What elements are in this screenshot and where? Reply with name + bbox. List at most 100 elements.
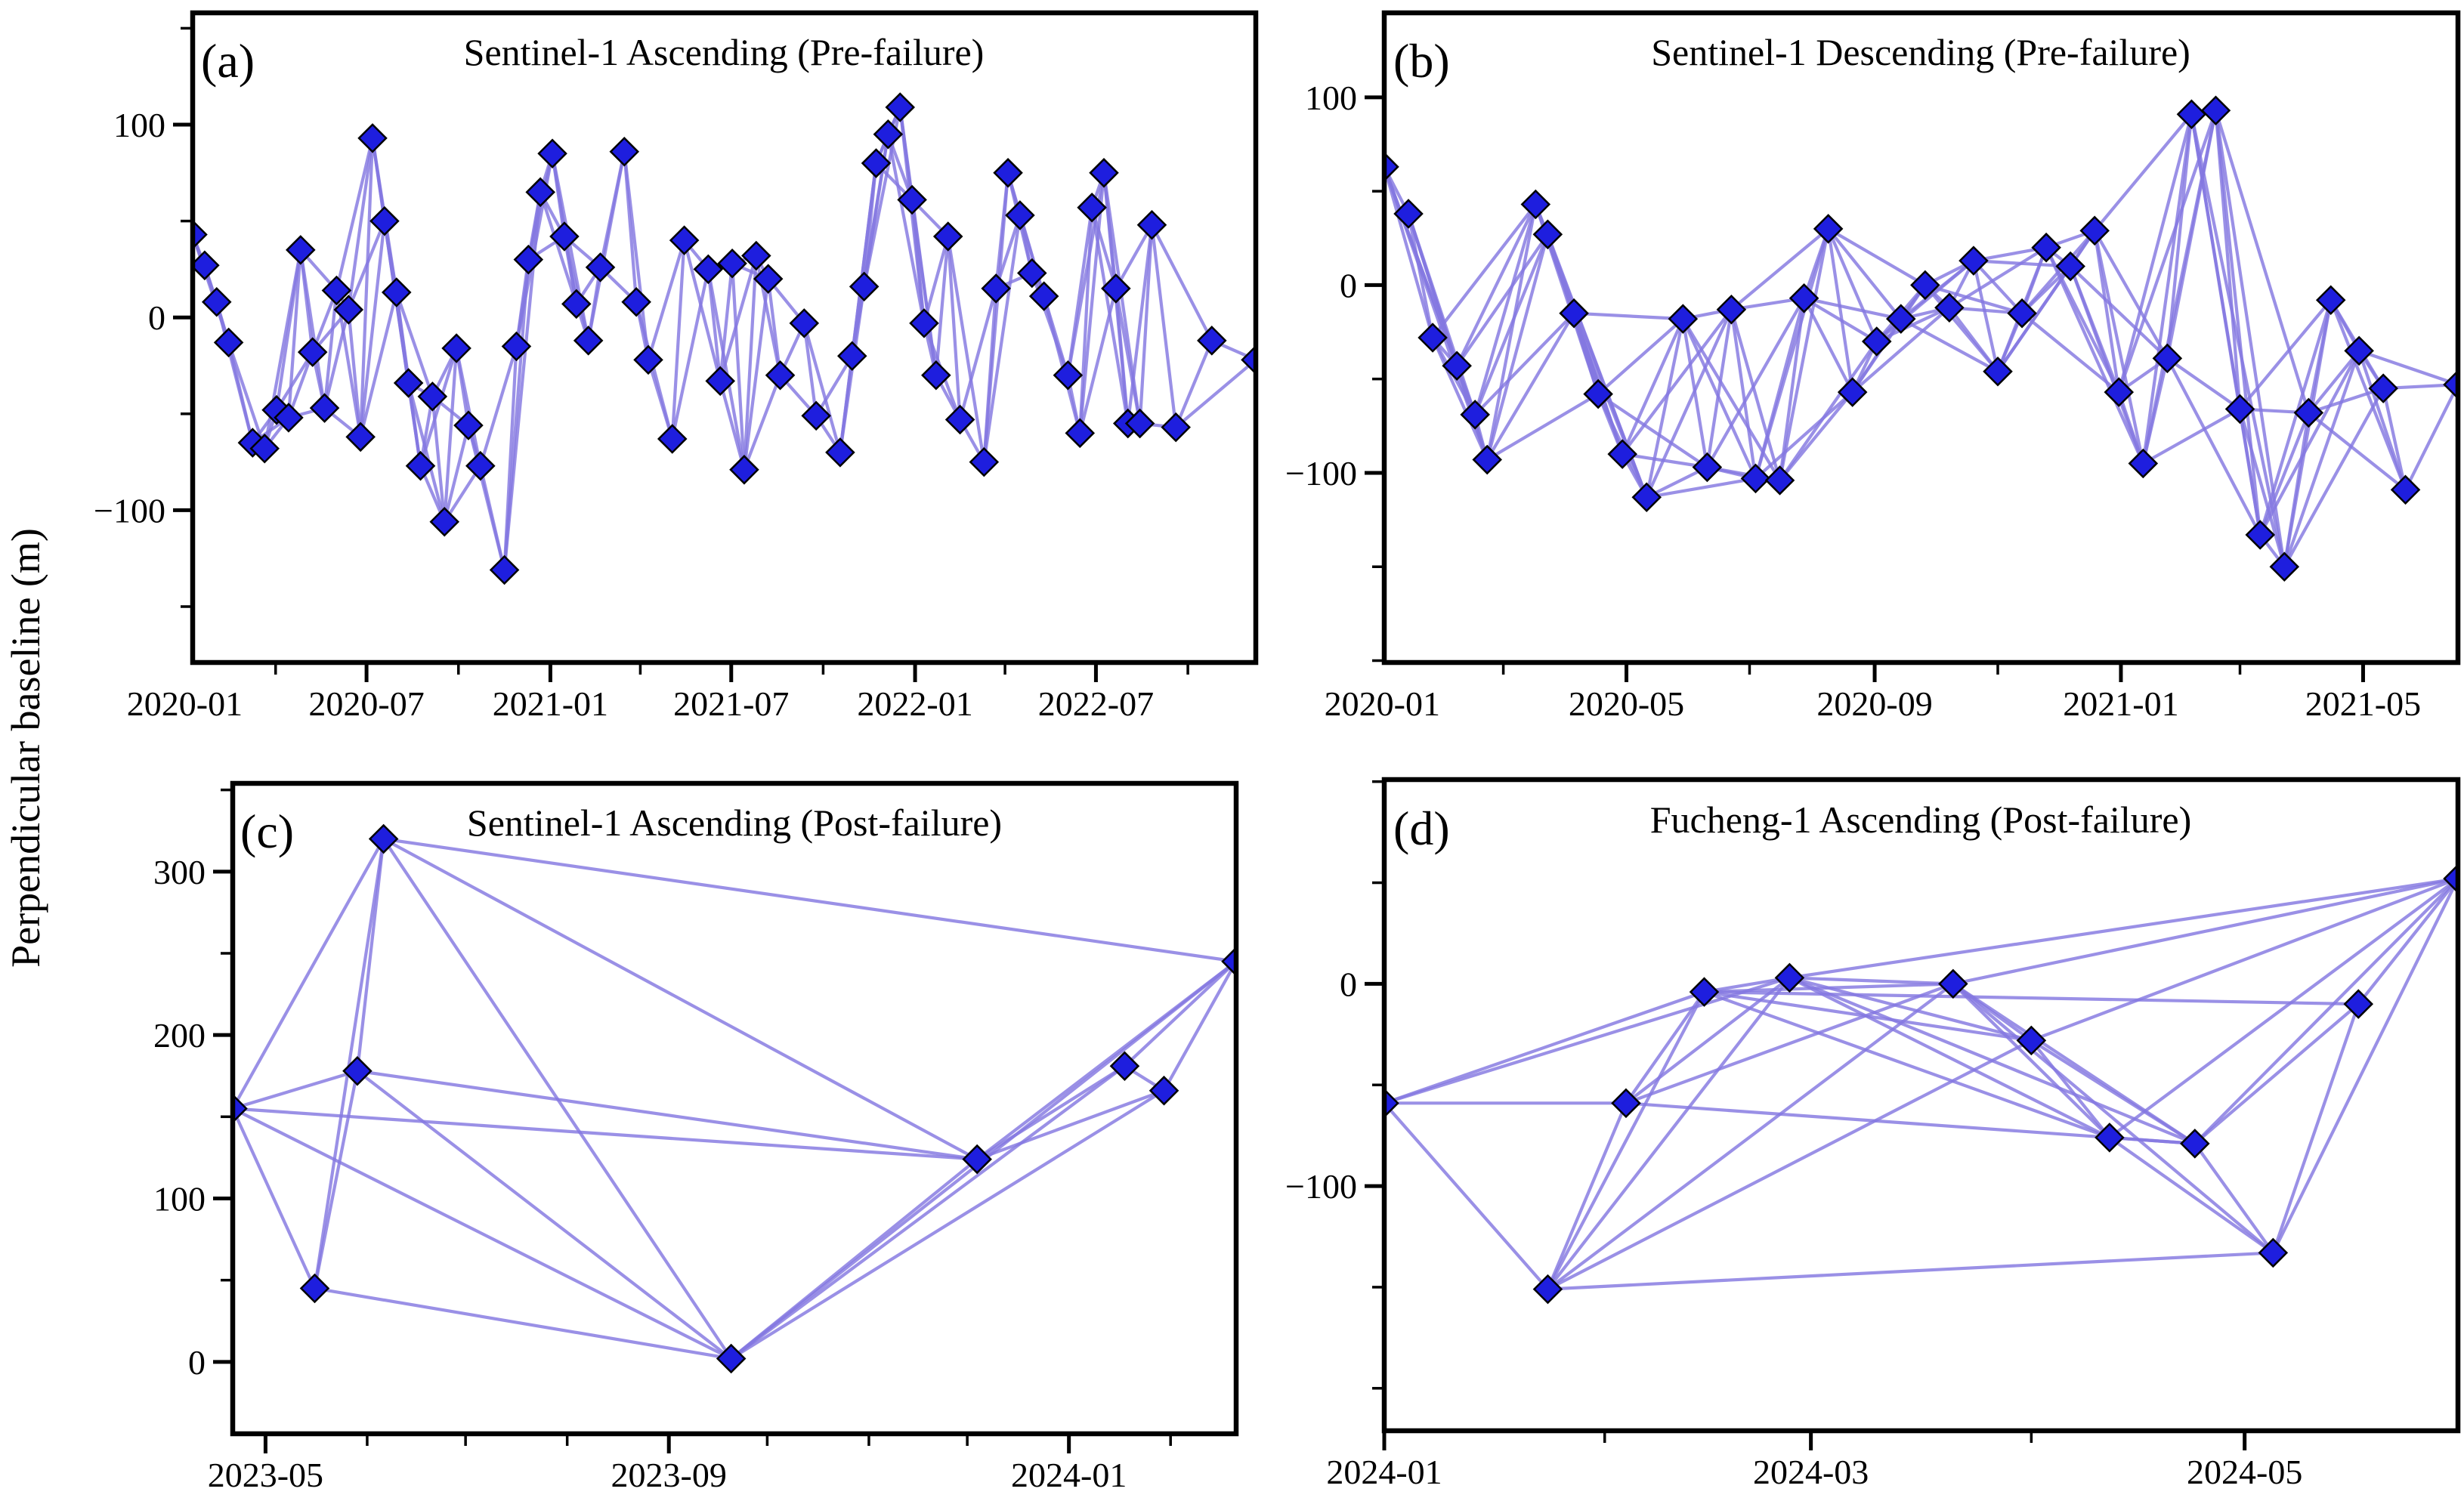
baseline-edge	[2190, 113, 2286, 569]
x-tick-label: 2023-05	[208, 1456, 323, 1494]
baseline-edge	[2357, 877, 2458, 1006]
baseline-edge	[682, 239, 722, 383]
y-tick-label: 300	[153, 853, 206, 891]
baseline-edge	[2238, 407, 2286, 569]
baseline-edge	[946, 234, 986, 464]
baseline-edge	[1384, 165, 1435, 340]
acquisition-marker	[2315, 285, 2346, 316]
baseline-edge	[2020, 246, 2048, 315]
baseline-edge	[347, 136, 375, 312]
baseline-edge	[1473, 202, 1538, 417]
baseline-edge	[706, 267, 747, 471]
acquisition-marker	[549, 221, 580, 252]
baseline-edge	[1174, 338, 1213, 429]
acquisition-marker	[765, 360, 796, 391]
baseline-edge	[2093, 229, 2169, 360]
baseline-edge	[1624, 982, 1955, 1105]
acquisition-marker	[789, 308, 820, 338]
y-tick-label: −100	[1285, 454, 1357, 493]
acquisition-marker	[1983, 356, 2013, 387]
acquisition-marker	[1442, 351, 1472, 381]
acquisition-marker	[1053, 360, 1084, 391]
acquisition-marker	[1005, 200, 1035, 230]
acquisition-marker	[932, 221, 963, 252]
acquisition-marker	[741, 240, 771, 271]
baseline-edge	[598, 150, 626, 269]
baseline-edge	[2214, 109, 2311, 415]
baseline-edge	[1431, 335, 1489, 462]
acquisition-marker	[1837, 377, 1868, 407]
baseline-edge	[1850, 306, 1951, 394]
acquisition-marker	[342, 1055, 373, 1086]
acquisition-marker	[1910, 270, 1940, 301]
acquisition-marker	[1393, 199, 1424, 229]
acquisition-marker	[309, 393, 340, 423]
acquisition-marker	[286, 235, 316, 265]
acquisition-marker	[1077, 192, 1107, 223]
baseline-edge	[670, 267, 710, 441]
acquisition-marker	[1813, 214, 1844, 244]
acquisition-marker	[2368, 373, 2398, 403]
baseline-edge	[2329, 298, 2407, 492]
acquisition-marker	[873, 119, 904, 150]
acquisition-marker	[1788, 283, 1819, 313]
acquisition-marker	[2079, 215, 2110, 246]
baseline-edge	[994, 171, 1010, 291]
baseline-edge	[1546, 1039, 2033, 1291]
acquisition-marker	[1101, 273, 1131, 304]
baseline-edge	[1826, 227, 1878, 344]
acquisition-marker	[1460, 400, 1490, 430]
acquisition-marker	[1692, 452, 1723, 483]
acquisition-marker	[1938, 968, 1968, 999]
acquisition-marker	[1089, 158, 1119, 188]
acquisition-marker	[1689, 977, 1720, 1007]
baseline-edge	[802, 321, 818, 418]
acquisition-marker	[2344, 335, 2374, 366]
acquisition-marker	[716, 1343, 747, 1374]
baseline-edge	[1971, 258, 2024, 315]
x-tick-label: 2022-07	[1038, 684, 1154, 723]
baseline-edge	[2357, 349, 2458, 387]
acquisition-marker	[1532, 219, 1563, 250]
baseline-edge	[2404, 383, 2458, 492]
acquisition-marker	[981, 273, 1011, 304]
tick-labels: 2020-01 2020-07 2021-01 2021-07 2022-01 2022-…	[94, 106, 1154, 723]
baseline-edge	[1705, 296, 1806, 469]
y-axis-label: Perpendicular baseline (m)	[3, 528, 48, 968]
acquisition-marker	[1520, 189, 1551, 220]
baseline-edge	[2307, 411, 2407, 492]
axis-ticks	[1365, 95, 2365, 682]
baseline-edge	[623, 150, 651, 362]
acquisition-marker	[1774, 962, 1805, 993]
acquisition-marker	[717, 248, 747, 279]
acquisition-marker	[849, 271, 880, 302]
panel-a: 2020-01 2020-07 2021-01 2021-07 2022-01 2022-…	[94, 10, 1259, 723]
baseline-edge	[729, 1089, 1166, 1360]
acquisition-marker	[1532, 1274, 1563, 1305]
x-tick-label: 2023-09	[611, 1456, 727, 1494]
panel-d: 2024-01 2024-03 2024-05 0 −100	[1285, 777, 2461, 1491]
acquisition-marker	[2007, 298, 2037, 329]
baseline-edge	[1826, 227, 1854, 394]
baseline-edge	[1150, 223, 1178, 429]
baseline-edge	[2117, 113, 2193, 394]
acquisition-marker	[213, 327, 244, 358]
baseline-edge	[1705, 307, 1733, 469]
baseline-edge	[233, 1107, 317, 1290]
acquisition-marker	[2224, 394, 2255, 425]
baseline-edge	[719, 379, 747, 471]
acquisition-marker	[2245, 520, 2276, 550]
baseline-edge	[359, 136, 375, 439]
baseline-edge	[1406, 212, 1435, 340]
acquisition-marker	[962, 1144, 992, 1175]
baseline-edge	[335, 136, 375, 292]
acquisition-marker	[585, 252, 616, 283]
baseline-edge	[1114, 286, 1130, 425]
acquisition-marker	[1124, 408, 1155, 439]
y-tick-label: 200	[153, 1016, 206, 1055]
baseline-edge	[2107, 1135, 2197, 1145]
baseline-edge	[2045, 246, 2145, 465]
baseline-edge	[1826, 227, 1927, 287]
baseline-edge	[1486, 311, 1576, 462]
